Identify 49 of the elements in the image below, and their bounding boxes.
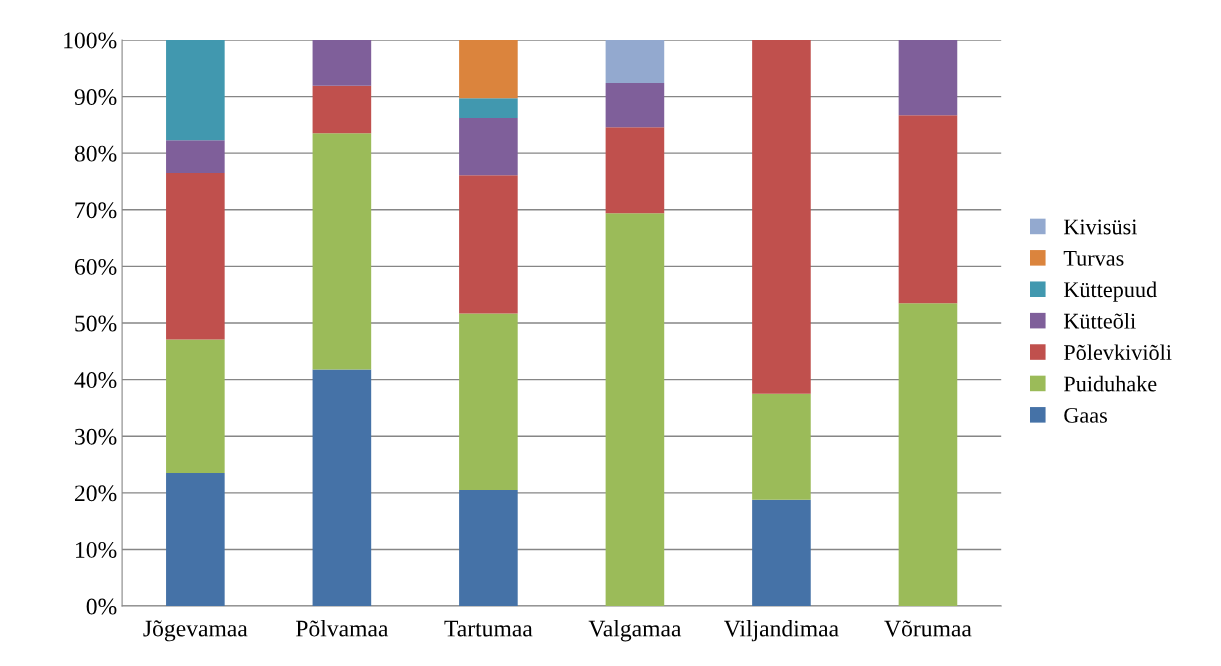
y-tick-label: 50%	[75, 315, 117, 332]
bar	[312, 85, 372, 134]
x-tick-label: Põlvamaa	[296, 619, 389, 637]
bar	[166, 140, 225, 173]
bar	[459, 98, 518, 119]
bar	[166, 39, 225, 141]
y-tick-label: 90%	[74, 89, 117, 106]
x-tick-label: Võrumaa	[884, 620, 972, 637]
y-tick-label: 30%	[75, 428, 117, 445]
bar	[605, 39, 665, 83]
bar	[459, 490, 518, 607]
legend-label: Kütteõli	[1063, 313, 1136, 329]
bar	[166, 339, 225, 474]
bar	[459, 175, 518, 314]
y-tick-label: 20%	[75, 485, 117, 502]
x-tick-label: Jõgevamaa	[143, 620, 248, 642]
legend-label: Puiduhake	[1063, 375, 1157, 392]
bar	[605, 213, 665, 607]
legend-label: Turvas	[1063, 251, 1124, 266]
y-tick-label: 100%	[64, 32, 117, 49]
y-tick-label: 0%	[86, 598, 117, 615]
x-tick-label: Valgamaa	[588, 619, 682, 642]
bar	[459, 39, 518, 99]
bar	[166, 473, 225, 607]
legend-label: Gaas	[1064, 407, 1107, 423]
bar	[898, 115, 958, 304]
legend-label: Põlevkiviõli	[1063, 344, 1172, 361]
bar	[312, 39, 372, 86]
y-tick-label: 60%	[74, 258, 117, 275]
y-tick-label: 40%	[74, 372, 117, 389]
bar	[459, 313, 518, 491]
bar	[312, 369, 372, 607]
bar	[898, 303, 958, 607]
bar	[605, 82, 665, 128]
bar	[752, 499, 811, 607]
bar	[459, 118, 518, 176]
y-tick-label: 10%	[76, 541, 117, 558]
legend-label: Kivisüsi	[1063, 219, 1138, 235]
bar	[166, 172, 225, 340]
bar	[605, 127, 665, 214]
bar	[752, 393, 811, 500]
bar	[312, 133, 372, 370]
x-tick-label: Tartumaa	[444, 620, 533, 637]
bar	[898, 39, 958, 116]
y-tick-label: 70%	[75, 202, 117, 219]
legend-label: Küttepuud	[1063, 281, 1157, 302]
x-tick-label: Viljandimaa	[724, 619, 839, 642]
y-tick-label: 80%	[74, 145, 117, 162]
bar	[752, 39, 811, 394]
